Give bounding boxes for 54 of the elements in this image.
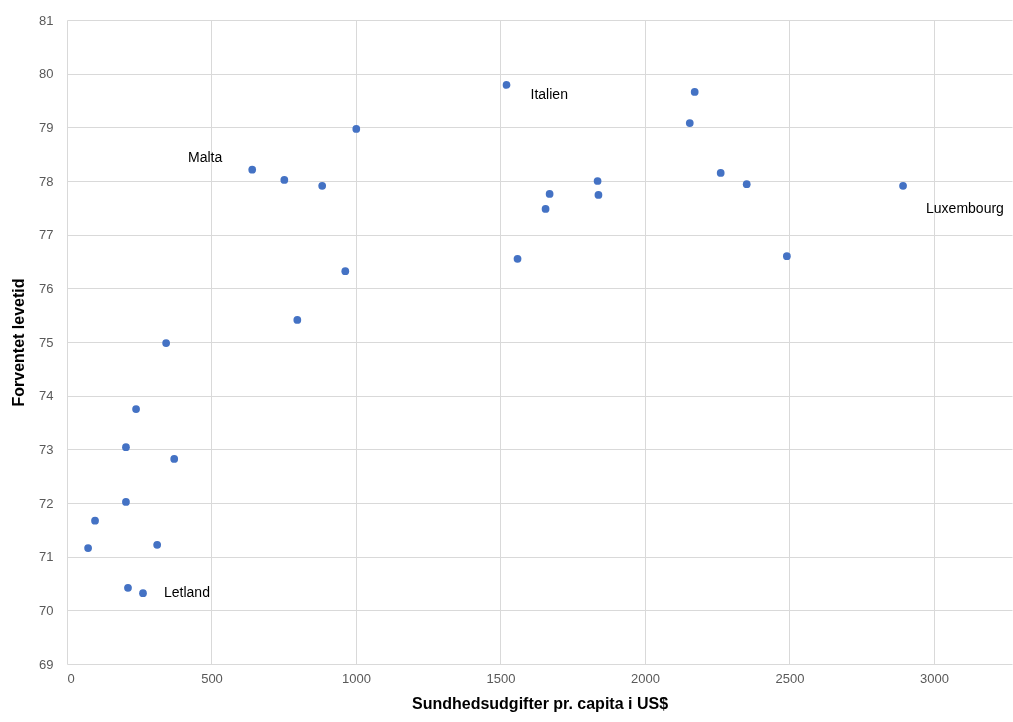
y-tick-label: 70 — [39, 602, 54, 618]
point — [685, 119, 694, 127]
point — [170, 455, 179, 463]
annotation: Malta — [188, 148, 223, 165]
x-tick-label: 0 — [67, 670, 75, 686]
x-tick-label: 500 — [201, 670, 223, 686]
point — [352, 125, 361, 133]
x-axis-title: Sundhedsudgifter pr. capita i US$ — [411, 694, 669, 712]
y-tick-label: 79 — [39, 119, 54, 135]
point — [318, 181, 327, 190]
point — [139, 589, 147, 598]
y-tick-label: 73 — [39, 441, 54, 457]
y-tick-label: 76 — [39, 280, 54, 296]
x-tick-label: 2500 — [775, 670, 805, 686]
y-tick-label: 77 — [39, 227, 54, 243]
point — [545, 190, 554, 198]
point — [122, 443, 130, 452]
y-tick-label: 71 — [39, 549, 54, 565]
annotation: Letland — [164, 584, 210, 601]
annotation: Italien — [530, 85, 568, 102]
x-tick-label: 2000 — [631, 670, 660, 686]
point — [593, 177, 602, 185]
annotation: Luxembourg — [926, 199, 1004, 216]
point — [153, 540, 162, 549]
y-tick-label: 80 — [39, 66, 54, 82]
point — [162, 339, 170, 347]
y-axis-title: Forventet levetid — [10, 278, 28, 407]
point — [899, 181, 907, 190]
point — [742, 180, 751, 189]
point — [716, 169, 725, 177]
x-tick-label: 1000 — [342, 670, 371, 686]
point — [690, 88, 699, 96]
point — [513, 254, 522, 263]
point — [293, 316, 302, 324]
point — [248, 165, 257, 174]
y-tick-label: 81 — [39, 12, 54, 28]
x-tick-label: 1500 — [486, 670, 516, 686]
y-tick-label: 75 — [39, 334, 54, 350]
point — [541, 205, 550, 213]
point — [783, 252, 791, 260]
point — [341, 267, 350, 276]
y-tick-label: 78 — [39, 173, 54, 189]
point — [594, 191, 603, 199]
point — [280, 176, 289, 184]
point — [91, 516, 99, 525]
point — [132, 405, 140, 413]
point — [122, 498, 130, 506]
y-tick-label: 72 — [39, 495, 54, 511]
x-tick-label: 3000 — [920, 670, 949, 686]
point — [502, 81, 511, 89]
y-tick-label: 69 — [39, 656, 54, 672]
point — [84, 544, 92, 552]
point — [124, 583, 132, 592]
y-tick-label: 74 — [39, 388, 54, 404]
